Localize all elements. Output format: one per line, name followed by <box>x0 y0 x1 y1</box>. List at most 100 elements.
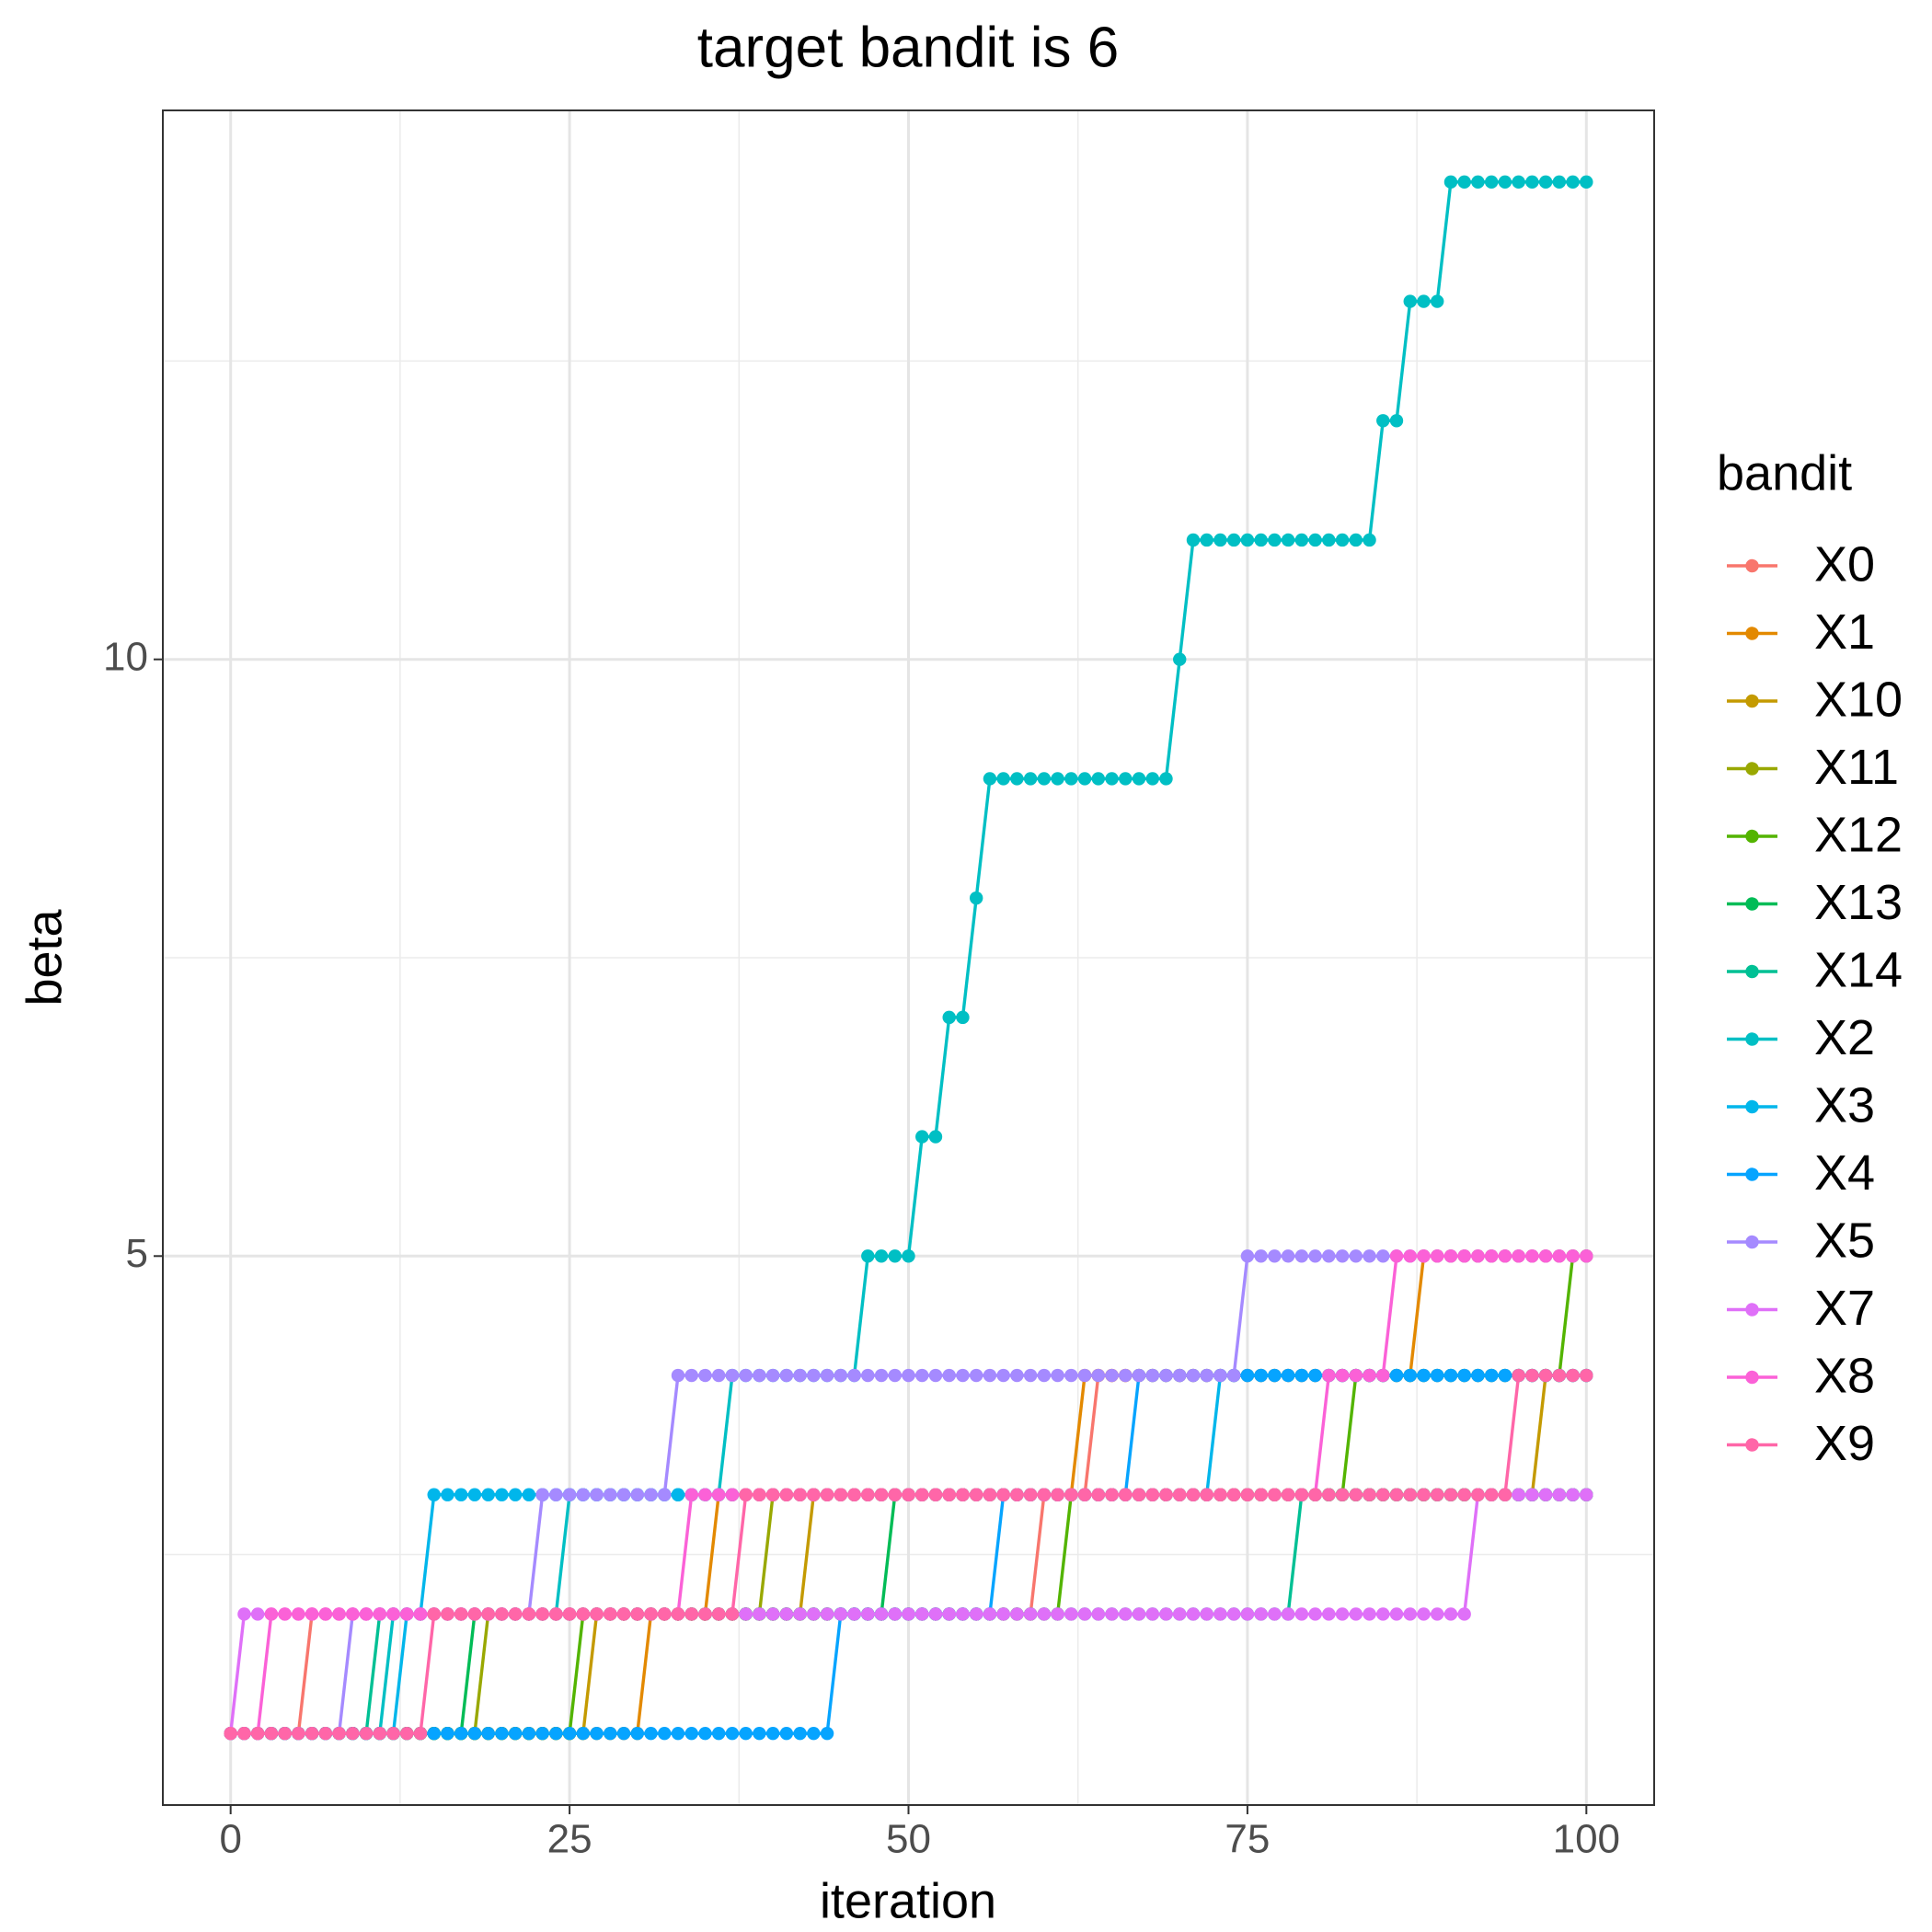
data-point <box>969 1368 983 1383</box>
data-point <box>495 1488 509 1501</box>
data-point <box>942 1607 956 1621</box>
x-tick-label: 50 <box>886 1817 931 1862</box>
data-point <box>1376 1488 1390 1501</box>
data-point <box>1145 1368 1159 1383</box>
data-point <box>1294 533 1309 547</box>
data-point <box>1322 1249 1336 1263</box>
data-point <box>969 1607 983 1621</box>
data-point <box>1322 1368 1336 1383</box>
legend-label: X2 <box>1814 1010 1875 1065</box>
data-point <box>956 1010 970 1025</box>
data-point <box>1431 294 1444 308</box>
data-point <box>467 1488 482 1501</box>
legend: X0 X1 X10 X11 X12 X13 X14 X2 X3 X4 X5 X7 X8 X9 <box>1727 536 1903 1471</box>
data-point <box>400 1607 414 1621</box>
legend-key-point <box>1745 558 1759 573</box>
data-point <box>1254 1488 1268 1501</box>
data-point <box>264 1607 279 1621</box>
data-point <box>1403 1607 1417 1621</box>
legend-key-point <box>1745 627 1759 640</box>
data-point <box>1538 175 1553 190</box>
data-point <box>1037 1607 1052 1621</box>
data-point <box>1010 772 1024 786</box>
data-point <box>346 1726 360 1741</box>
data-point <box>630 1726 644 1741</box>
data-point <box>576 1726 591 1741</box>
data-point <box>373 1607 386 1621</box>
data-point <box>1443 175 1458 190</box>
data-point <box>481 1607 495 1621</box>
data-point <box>684 1368 698 1383</box>
data-point <box>508 1726 523 1741</box>
legend-label: X10 <box>1814 672 1903 727</box>
data-point <box>1037 1488 1052 1501</box>
data-point <box>928 1368 943 1383</box>
data-point <box>1349 1488 1363 1501</box>
data-point <box>834 1368 848 1383</box>
data-point <box>1186 1488 1201 1501</box>
legend-key-point <box>1745 897 1759 911</box>
data-point <box>1566 1368 1580 1383</box>
data-point <box>1077 1607 1092 1621</box>
data-point <box>1363 1488 1376 1501</box>
data-point <box>1281 1249 1295 1263</box>
data-point <box>779 1726 794 1741</box>
data-point <box>928 1488 943 1501</box>
data-point <box>1484 1368 1499 1383</box>
legend-label: X12 <box>1814 807 1903 862</box>
legend-label: X8 <box>1814 1348 1875 1403</box>
data-point <box>969 1488 983 1501</box>
data-point <box>1064 1488 1078 1501</box>
data-point <box>549 1726 563 1741</box>
data-point <box>969 891 983 905</box>
data-point <box>1213 1368 1227 1383</box>
data-point <box>1010 1368 1024 1383</box>
data-point <box>928 1607 943 1621</box>
data-point <box>1552 1249 1567 1263</box>
data-point <box>1322 533 1336 547</box>
data-point <box>942 1010 956 1025</box>
data-point <box>658 1726 672 1741</box>
data-point <box>793 1607 807 1621</box>
data-point <box>1226 533 1241 547</box>
data-point <box>1213 1607 1227 1621</box>
data-point <box>1525 175 1539 190</box>
data-point <box>753 1726 766 1741</box>
data-point <box>237 1726 251 1741</box>
data-point <box>1552 1488 1567 1501</box>
data-point <box>441 1726 454 1741</box>
data-point <box>1512 1368 1525 1383</box>
data-point <box>996 1368 1010 1383</box>
data-point <box>996 1607 1010 1621</box>
data-point <box>902 1249 915 1263</box>
data-point <box>1552 1368 1567 1383</box>
data-point <box>1186 1607 1201 1621</box>
data-point <box>1051 1368 1064 1383</box>
data-point <box>1132 1607 1146 1621</box>
data-point <box>1254 533 1268 547</box>
data-point <box>454 1488 468 1501</box>
data-point <box>711 1368 726 1383</box>
data-point <box>1389 1368 1404 1383</box>
data-point <box>481 1726 495 1741</box>
data-point <box>1226 1488 1241 1501</box>
data-point <box>1512 175 1525 190</box>
data-point <box>1443 1607 1458 1621</box>
data-point <box>467 1726 482 1741</box>
data-point <box>1457 1368 1471 1383</box>
data-point <box>508 1488 523 1501</box>
legend-key-point <box>1745 1303 1759 1317</box>
data-point <box>671 1488 685 1501</box>
data-point <box>671 1368 685 1383</box>
data-point <box>332 1726 346 1741</box>
x-tick-label: 75 <box>1225 1817 1270 1862</box>
data-point <box>847 1607 861 1621</box>
data-point <box>1240 1368 1255 1383</box>
legend-key-point <box>1745 1235 1759 1249</box>
data-point <box>711 1726 726 1741</box>
data-point <box>1132 1488 1146 1501</box>
data-point <box>1213 1488 1227 1501</box>
data-point <box>1471 175 1485 190</box>
data-point <box>807 1726 821 1741</box>
data-point <box>1186 1368 1201 1383</box>
